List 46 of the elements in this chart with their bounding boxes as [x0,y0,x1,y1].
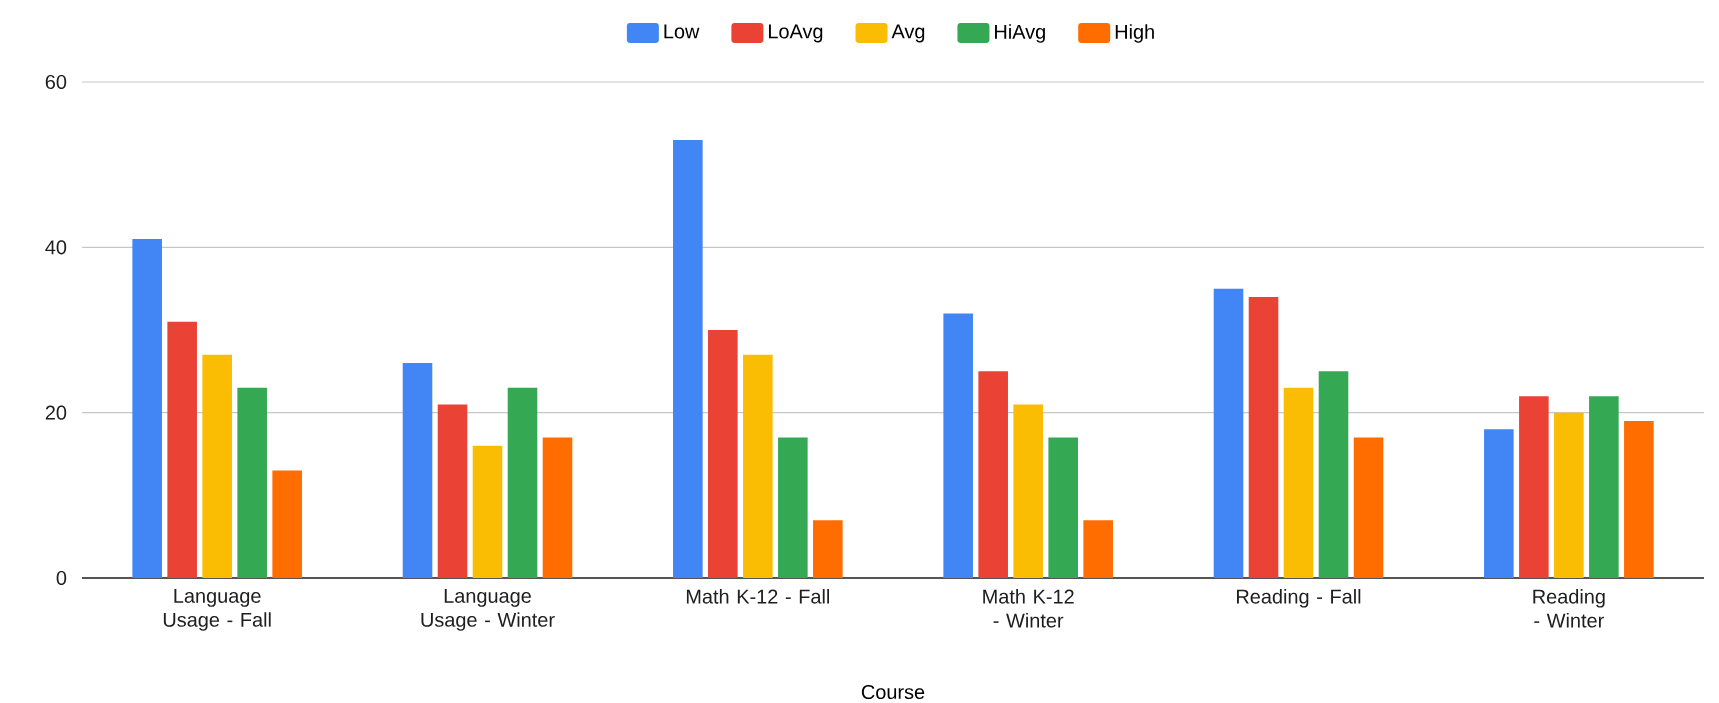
bar [1013,404,1043,578]
legend-label: Low [664,24,700,39]
bar [167,321,197,578]
bar [743,354,773,578]
x-axis-title: Course [861,684,925,700]
x-tick-label: Language Usage - Fall [163,589,271,631]
bar [1589,396,1619,578]
bar [237,387,267,578]
bar [507,387,538,578]
x-tick-label: Reading - Winter [1533,589,1605,628]
bar [943,313,973,578]
bar [202,354,232,578]
bar [542,437,573,578]
bar [1318,371,1349,578]
y-tick-label: 40 [45,240,67,255]
legend-label: Avg [891,24,925,43]
bar [1248,296,1279,578]
bar [708,330,738,578]
bar [978,371,1008,578]
bar [1519,396,1549,578]
bar [673,139,703,578]
x-tick-label: Language Usage - Winter [421,589,555,631]
legend-label: LoAvg [769,24,823,43]
bar [132,239,162,578]
legend-label: HiAvg [995,24,1045,43]
bar [437,404,468,578]
x-tick-label: Math K-12 - Fall [686,589,829,604]
bar [272,470,302,578]
bar [778,437,808,578]
x-tick-label: Reading - Fall [1237,589,1361,608]
bar [1484,429,1514,578]
bar [1554,412,1584,578]
bar [1048,437,1078,578]
bar [1353,437,1384,578]
bar [813,520,843,578]
y-tick-label: 60 [45,74,67,90]
bar [472,445,503,578]
bar [1624,420,1654,578]
bar [402,363,433,578]
bar [1283,387,1314,578]
y-tick-label: 0 [56,570,67,586]
x-tick-label: Math K-12 - Winter [983,589,1074,628]
bar [1213,288,1244,578]
bar [1083,520,1113,578]
y-tick-label: 20 [45,405,67,420]
legend-label: High [1115,24,1154,43]
